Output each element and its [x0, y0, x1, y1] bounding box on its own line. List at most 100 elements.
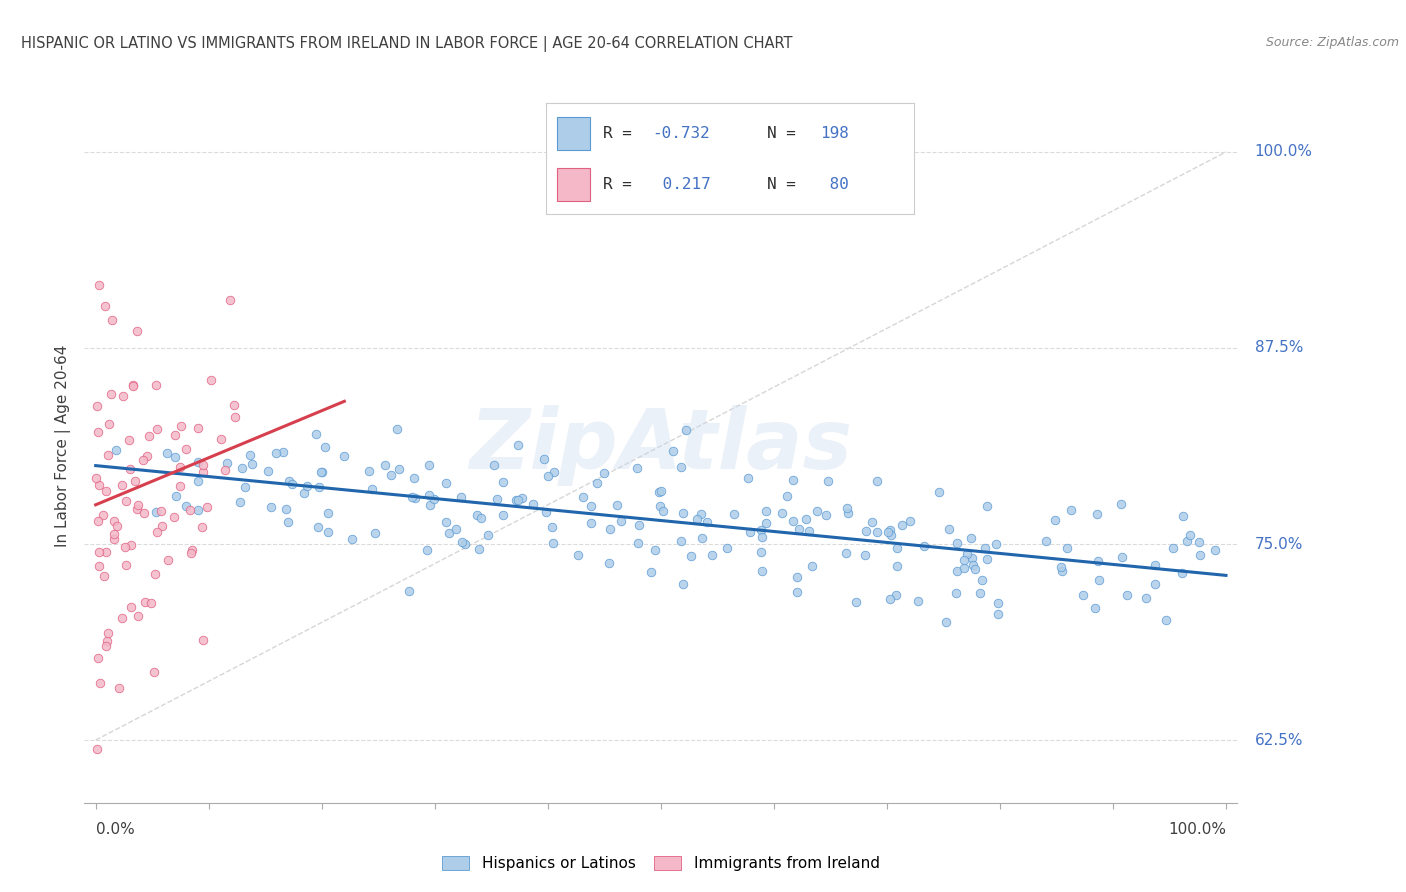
Point [94, 545, 117, 559]
Point [454, 536, 477, 550]
Point [271, 445, 294, 459]
Point [120, 538, 142, 552]
Point [150, 518, 173, 533]
Point [1135, 591, 1157, 605]
Point [91, 508, 114, 522]
Point [1143, 558, 1166, 573]
Point [912, 539, 935, 553]
Point [96, 484, 118, 499]
Point [193, 458, 215, 472]
Point [898, 515, 921, 529]
Point [139, 596, 162, 610]
Point [884, 588, 907, 602]
Point [150, 504, 173, 518]
Point [437, 525, 460, 540]
Point [801, 558, 824, 573]
Point [89, 478, 111, 492]
Point [1171, 509, 1194, 524]
Point [332, 449, 354, 463]
Point [87, 559, 110, 574]
Point [450, 535, 472, 549]
Point [423, 491, 446, 506]
Point [786, 569, 808, 583]
Point [316, 506, 339, 520]
Point [120, 599, 142, 614]
Point [187, 455, 209, 469]
Point [581, 516, 603, 530]
Point [145, 422, 167, 436]
Point [984, 537, 1007, 551]
Point [103, 532, 125, 546]
Point [108, 681, 131, 695]
Text: 0.0%: 0.0% [96, 822, 135, 837]
Point [114, 494, 136, 508]
Point [127, 609, 149, 624]
Point [122, 378, 145, 392]
Point [169, 459, 191, 474]
Point [105, 519, 128, 533]
Point [1180, 528, 1202, 542]
Point [111, 389, 134, 403]
Point [606, 498, 628, 512]
Point [953, 553, 976, 567]
Text: 75.0%: 75.0% [1254, 536, 1303, 551]
Point [806, 503, 828, 517]
Point [650, 483, 672, 498]
Point [155, 446, 177, 460]
Point [1161, 541, 1184, 555]
Point [179, 503, 201, 517]
Point [510, 491, 533, 505]
Text: 100.0%: 100.0% [1254, 145, 1313, 160]
Point [233, 480, 256, 494]
Point [280, 476, 302, 491]
Point [672, 506, 695, 520]
Point [402, 471, 425, 485]
Y-axis label: In Labor Force | Age 20-64: In Labor Force | Age 20-64 [55, 345, 72, 547]
Text: ZipAtlas: ZipAtlas [470, 406, 852, 486]
Point [970, 573, 993, 587]
Point [1035, 534, 1057, 549]
Point [738, 524, 761, 539]
Point [297, 479, 319, 493]
Point [163, 510, 186, 524]
Point [586, 475, 609, 490]
Point [491, 475, 513, 489]
Point [534, 505, 557, 519]
Point [380, 467, 402, 482]
Point [973, 541, 995, 555]
Point [749, 523, 772, 537]
Point [1154, 614, 1177, 628]
Point [782, 514, 804, 528]
Point [696, 516, 718, 530]
Point [690, 507, 713, 521]
Point [97, 625, 120, 640]
Point [1043, 513, 1066, 527]
Point [444, 522, 467, 536]
Point [229, 494, 252, 508]
Point [751, 564, 773, 578]
Point [1188, 535, 1211, 549]
Point [543, 536, 565, 550]
Point [962, 558, 984, 572]
Point [945, 586, 967, 600]
Point [700, 548, 723, 562]
Point [482, 458, 505, 473]
Point [111, 478, 134, 492]
Point [567, 549, 589, 563]
Point [593, 466, 616, 480]
Point [169, 479, 191, 493]
Point [782, 473, 804, 487]
Point [114, 541, 136, 555]
Point [543, 466, 565, 480]
Point [214, 463, 236, 477]
Point [125, 502, 148, 516]
Point [626, 461, 648, 475]
Point [644, 543, 666, 558]
Point [97, 448, 120, 462]
Point [309, 466, 332, 480]
Point [127, 499, 149, 513]
Point [93, 569, 115, 583]
Point [640, 565, 662, 579]
Point [675, 423, 697, 437]
Point [1059, 503, 1081, 517]
